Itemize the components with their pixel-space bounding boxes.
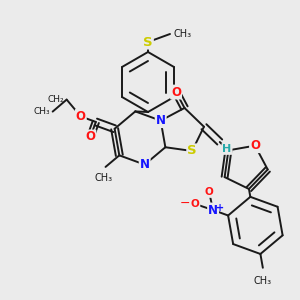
Text: CH₃: CH₃ xyxy=(254,276,272,286)
Text: −: − xyxy=(180,196,190,209)
Text: CH₂: CH₂ xyxy=(47,95,64,104)
Text: O: O xyxy=(171,85,181,99)
Text: CH₃: CH₃ xyxy=(94,173,112,183)
Text: N: N xyxy=(208,203,218,217)
Text: S: S xyxy=(187,145,197,158)
Text: O: O xyxy=(76,110,86,123)
Text: N: N xyxy=(140,158,150,171)
Text: H: H xyxy=(222,144,232,154)
Text: O: O xyxy=(205,187,214,197)
Text: CH₃: CH₃ xyxy=(173,29,191,39)
Text: CH₃: CH₃ xyxy=(33,107,50,116)
Text: +: + xyxy=(216,203,224,213)
Text: S: S xyxy=(143,35,153,49)
Text: O: O xyxy=(250,139,260,152)
Text: O: O xyxy=(191,199,200,209)
Text: O: O xyxy=(85,130,95,143)
Text: N: N xyxy=(156,114,166,127)
